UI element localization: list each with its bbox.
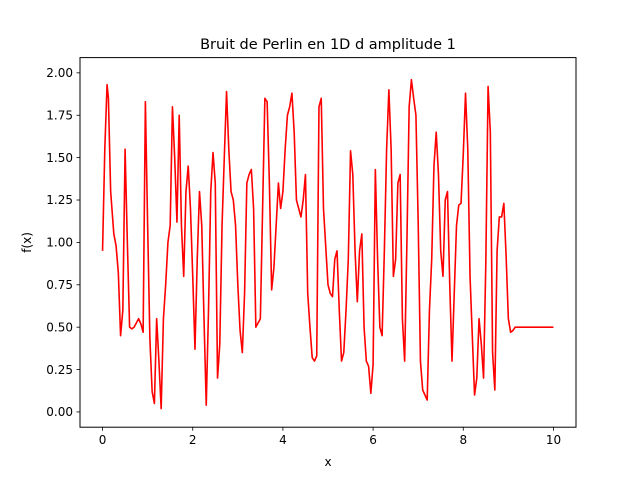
x-axis-label: x [324, 455, 331, 469]
x-tick-label: 0 [99, 433, 107, 447]
plot-area [79, 57, 577, 428]
y-tick-label: 1.50 [46, 151, 73, 165]
y-tick-label: 0.50 [46, 320, 73, 334]
x-tick-label: 2 [189, 433, 197, 447]
x-tick-label: 8 [459, 433, 467, 447]
y-axis-ticks: 0.00 0.25 0.50 0.75 1.00 1.25 1.50 1.75 2.00 [46, 66, 80, 419]
chart-title: Bruit de Perlin en 1D d amplitude 1 [200, 37, 456, 53]
y-tick-label: 2.00 [46, 66, 73, 80]
plot-frame [79, 57, 577, 428]
y-tick-label: 0.75 [46, 278, 73, 292]
y-axis-label: f(x) [20, 232, 34, 253]
x-tick-label: 6 [369, 433, 377, 447]
x-tick-label: 4 [279, 433, 287, 447]
y-tick-label: 1.25 [46, 193, 73, 207]
y-tick-label: 1.00 [46, 236, 73, 250]
y-tick-label: 0.25 [46, 363, 73, 377]
y-tick-label: 0.00 [46, 405, 73, 419]
y-tick-label: 1.75 [46, 108, 73, 122]
x-axis-ticks: 0 2 4 6 8 10 [99, 427, 561, 447]
series-line [101, 78, 554, 410]
x-tick-label: 10 [546, 433, 561, 447]
